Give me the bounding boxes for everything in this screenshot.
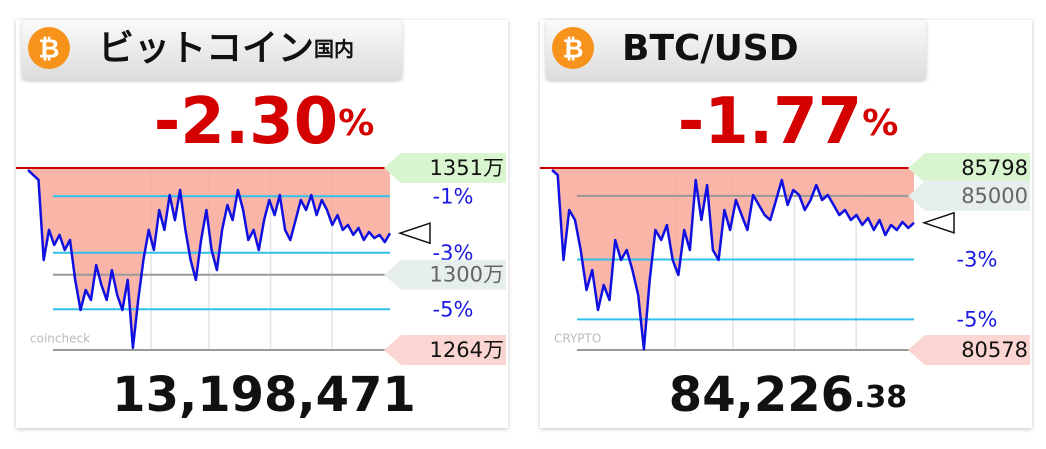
price-line [551, 169, 915, 351]
change: -2.30% [154, 85, 375, 159]
change-value: -1.77 [678, 85, 862, 159]
watermark: coincheck [30, 332, 90, 346]
change: -1.77% [678, 85, 899, 159]
area-fill [28, 168, 390, 348]
change-value: -2.30 [154, 85, 338, 159]
tick-label-box [908, 153, 1030, 183]
y-tick-label: 80578 [961, 338, 1028, 362]
area-fill [552, 168, 914, 350]
header [546, 20, 926, 80]
current-marker [921, 211, 955, 234]
tick-label-box [384, 335, 506, 365]
tick-label-box [384, 259, 506, 290]
y-tick-label: 1351万 [430, 156, 504, 180]
header [22, 20, 402, 80]
y-tick-label: -5% [433, 297, 474, 321]
price: 84,226.38 [669, 367, 907, 423]
subtitle: 国内 [314, 37, 354, 61]
price: 13,198,471 [112, 367, 416, 423]
current-marker [397, 222, 431, 245]
title: ビットコイン [98, 28, 314, 69]
price-value: 84,226 [669, 367, 854, 423]
tick-label-box [908, 335, 1030, 365]
btc-symbol: ₿ [562, 35, 583, 65]
tick-label-box [384, 153, 506, 183]
price-value: 13,198,471 [112, 367, 416, 423]
price-decimals: .38 [854, 380, 907, 415]
y-tick-label: -3% [957, 248, 998, 272]
y-tick-label: 1264万 [430, 338, 504, 362]
y-tick-label: -5% [957, 307, 998, 331]
y-tick-label: -1% [433, 184, 474, 208]
chart-title: BTC/USD [622, 28, 799, 69]
tick-label-box [908, 180, 1030, 211]
price-line [27, 169, 392, 350]
change-unit: % [338, 103, 374, 144]
btc-symbol: ₿ [38, 35, 59, 65]
title: BTC/USD [622, 28, 799, 69]
btc-icon [552, 27, 594, 69]
y-tick-label: 85000 [961, 184, 1028, 208]
change-unit: % [862, 103, 898, 144]
chart-title: ビットコイン国内 [98, 28, 354, 69]
watermark: CRYPTO [554, 332, 601, 346]
y-tick-label: 1300万 [430, 263, 504, 287]
btc-icon [28, 27, 70, 69]
y-tick-label: 85798 [961, 156, 1028, 180]
